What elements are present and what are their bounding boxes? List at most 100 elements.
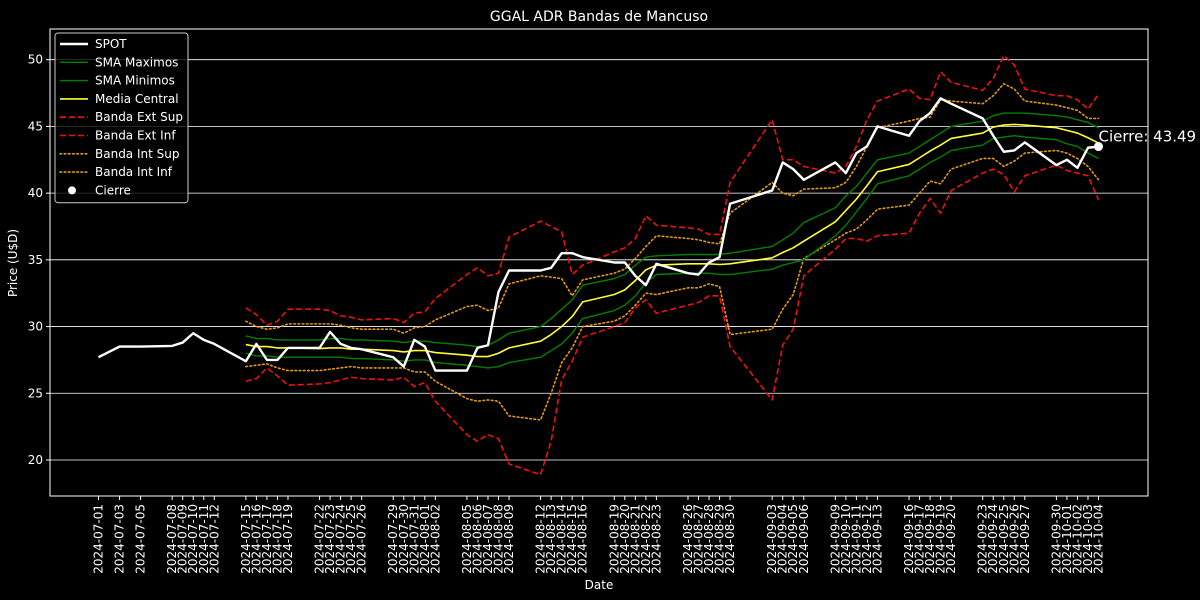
x-tick-label-2024-08-27: 2024-08-27 <box>692 504 706 574</box>
x-tick-label-2024-08-13: 2024-08-13 <box>544 504 558 574</box>
x-tick-label-2024-08-12: 2024-08-12 <box>534 504 548 574</box>
legend-label-media-central: Media Central <box>95 92 179 106</box>
series-line-sma-minimos <box>245 135 1099 369</box>
x-tick-label-2024-10-01: 2024-10-01 <box>1060 504 1074 574</box>
x-axis: 2024-07-01 2024-07-03 2024-07-05 2024-07-08… <box>92 496 1106 574</box>
legend-label-banda-ext-sup: Banda Ext Sup <box>95 110 183 124</box>
x-tick-label-2024-09-17: 2024-09-17 <box>913 504 927 574</box>
x-tick-label-2024-08-07: 2024-08-07 <box>481 504 495 574</box>
x-tick-label-2024-08-16: 2024-08-16 <box>576 504 590 574</box>
x-tick-label-2024-08-28: 2024-08-28 <box>702 504 716 574</box>
legend-label-banda-ext-inf: Banda Ext Inf <box>95 129 176 143</box>
cierre-layer: Cierre: 43.49 <box>1094 128 1196 152</box>
y-tick-label-20: 20 <box>28 453 43 467</box>
plot-frame <box>49 28 1149 497</box>
x-tick-label-2024-08-22: 2024-08-22 <box>639 504 653 574</box>
legend-label-sma-minimos: SMA Minimos <box>95 74 175 88</box>
x-tick-label-2024-08-01: 2024-08-01 <box>418 504 432 574</box>
x-tick-label-2024-09-27: 2024-09-27 <box>1018 504 1032 574</box>
y-tick-label-45: 45 <box>28 119 43 133</box>
y-tick-label-35: 35 <box>28 253 43 267</box>
legend-label-banda-int-inf: Banda Int Inf <box>95 165 173 179</box>
x-tick-label-2024-07-03: 2024-07-03 <box>113 504 127 574</box>
x-tick-label-2024-09-04: 2024-09-04 <box>776 504 790 574</box>
x-tick-label-2024-09-09: 2024-09-09 <box>828 504 842 574</box>
series-line-banda-ext-inf <box>245 164 1100 476</box>
legend-label-banda-int-sup: Banda Int Sup <box>95 147 179 161</box>
series-line-banda-ext-sup <box>245 54 1100 327</box>
x-tick-label-2024-07-30: 2024-07-30 <box>397 504 411 574</box>
x-tick-label-2024-07-26: 2024-07-26 <box>355 504 369 574</box>
legend-label-sma-maximos: SMA Maximos <box>95 55 178 69</box>
x-tick-label-2024-07-11: 2024-07-11 <box>197 504 211 574</box>
x-tick-label-2024-09-23: 2024-09-23 <box>976 504 990 574</box>
x-tick-label-2024-07-09: 2024-07-09 <box>176 504 190 574</box>
x-tick-label-2024-09-24: 2024-09-24 <box>986 504 1000 574</box>
chart-title: GGAL ADR Bandas de Mancuso <box>490 9 708 25</box>
x-tick-label-2024-09-13: 2024-09-13 <box>870 504 884 574</box>
x-tick-label-2024-09-18: 2024-09-18 <box>923 504 937 574</box>
x-tick-label-2024-09-19: 2024-09-19 <box>934 504 948 574</box>
series-layer <box>97 54 1100 476</box>
legend-label-cierre: Cierre <box>95 183 131 197</box>
x-tick-label-2024-07-10: 2024-07-10 <box>186 504 200 574</box>
x-tick-label-2024-07-16: 2024-07-16 <box>249 504 263 574</box>
x-tick-label-2024-09-11: 2024-09-11 <box>849 504 863 574</box>
x-tick-label-2024-10-03: 2024-10-03 <box>1081 504 1095 574</box>
x-tick-label-2024-07-23: 2024-07-23 <box>323 504 337 574</box>
legend-swatch-cierre <box>68 186 76 195</box>
x-tick-label-2024-10-04: 2024-10-04 <box>1092 504 1106 574</box>
x-tick-label-2024-07-05: 2024-07-05 <box>134 504 148 574</box>
x-tick-label-2024-07-31: 2024-07-31 <box>407 504 421 574</box>
grid <box>50 59 1148 461</box>
x-tick-label-2024-09-12: 2024-09-12 <box>860 504 874 574</box>
y-tick-label-30: 30 <box>28 320 43 334</box>
x-tick-label-2024-08-15: 2024-08-15 <box>565 504 579 574</box>
x-tick-label-2024-08-20: 2024-08-20 <box>618 504 632 574</box>
y-tick-label-40: 40 <box>28 186 43 200</box>
x-tick-label-2024-08-21: 2024-08-21 <box>628 504 642 574</box>
x-tick-label-2024-09-06: 2024-09-06 <box>797 504 811 574</box>
x-tick-label-2024-08-26: 2024-08-26 <box>681 504 695 574</box>
x-tick-label-2024-09-25: 2024-09-25 <box>997 504 1011 574</box>
y-axis-label: Price (U$D) <box>6 229 20 297</box>
x-tick-label-2024-07-18: 2024-07-18 <box>270 504 284 574</box>
x-tick-label-2024-08-08: 2024-08-08 <box>492 504 506 574</box>
x-tick-label-2024-08-29: 2024-08-29 <box>713 504 727 574</box>
x-tick-label-2024-07-29: 2024-07-29 <box>386 504 400 574</box>
series-line-sma-maximos <box>245 112 1099 348</box>
x-tick-label-2024-09-05: 2024-09-05 <box>786 504 800 574</box>
cierre-label: Cierre: 43.49 <box>1099 128 1197 146</box>
x-tick-label-2024-07-19: 2024-07-19 <box>281 504 295 574</box>
y-tick-label-50: 50 <box>28 53 43 67</box>
x-tick-label-2024-08-06: 2024-08-06 <box>470 504 484 574</box>
x-tick-label-2024-08-23: 2024-08-23 <box>649 504 663 574</box>
x-tick-label-2024-07-17: 2024-07-17 <box>260 504 274 574</box>
y-axis: 20 25 30 35 40 45 50 <box>28 53 50 467</box>
legend-box <box>54 32 189 204</box>
x-axis-label: Date <box>585 578 614 592</box>
cierre-marker <box>1094 142 1103 152</box>
x-tick-label-2024-09-30: 2024-09-30 <box>1049 504 1063 574</box>
x-tick-label-2024-09-26: 2024-09-26 <box>1007 504 1021 574</box>
x-tick-label-2024-08-05: 2024-08-05 <box>460 504 474 574</box>
x-tick-label-2024-07-08: 2024-07-08 <box>165 504 179 574</box>
x-tick-label-2024-09-20: 2024-09-20 <box>944 504 958 574</box>
x-tick-label-2024-07-15: 2024-07-15 <box>239 504 253 574</box>
series-line-spot <box>97 97 1099 372</box>
x-tick-label-2024-07-01: 2024-07-01 <box>92 504 106 574</box>
x-tick-label-2024-10-02: 2024-10-02 <box>1070 504 1084 574</box>
series-line-banda-int-inf <box>245 149 1100 421</box>
x-tick-label-2024-08-09: 2024-08-09 <box>502 504 516 574</box>
series-line-banda-int-sup <box>245 82 1100 335</box>
x-tick-label-2024-07-12: 2024-07-12 <box>207 504 221 574</box>
x-tick-label-2024-09-03: 2024-09-03 <box>765 504 779 574</box>
x-tick-label-2024-08-30: 2024-08-30 <box>723 504 737 574</box>
x-tick-label-2024-07-22: 2024-07-22 <box>313 504 327 574</box>
x-tick-label-2024-08-19: 2024-08-19 <box>607 504 621 574</box>
x-tick-label-2024-07-24: 2024-07-24 <box>334 504 348 574</box>
x-tick-label-2024-08-02: 2024-08-02 <box>428 504 442 574</box>
x-tick-label-2024-09-16: 2024-09-16 <box>902 504 916 574</box>
